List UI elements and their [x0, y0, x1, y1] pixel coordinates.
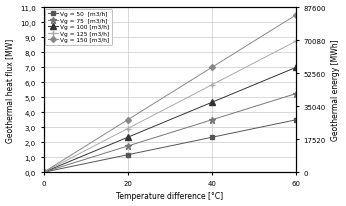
- Line: Vg = 125 [m3/h]: Vg = 125 [m3/h]: [40, 39, 299, 176]
- Y-axis label: Geothermal energy [MWh]: Geothermal energy [MWh]: [331, 40, 340, 141]
- Vg = 125 [m3/h]: [294, 41, 298, 43]
- Line: Vg = 75  [m3/h]: Vg = 75 [m3/h]: [40, 91, 299, 176]
- X-axis label: Temperature difference [°C]: Temperature difference [°C]: [116, 192, 223, 200]
- Vg = 100 [m3/h]: [126, 136, 130, 139]
- Legend: Vg = 50  [m3/h], Vg = 75  [m3/h], Vg = 100 [m3/h], Vg = 125 [m3/h], Vg = 150 [m3: Vg = 50 [m3/h], Vg = 75 [m3/h], Vg = 100…: [45, 10, 112, 46]
- Vg = 75  [m3/h]: [294, 93, 298, 95]
- Vg = 150 [m3/h]: [294, 15, 298, 17]
- Line: Vg = 50  [m3/h]: Vg = 50 [m3/h]: [42, 118, 298, 174]
- Vg = 100 [m3/h]: [210, 102, 214, 104]
- Vg = 50  [m3/h]: [294, 119, 298, 122]
- Vg = 75  [m3/h]: [42, 171, 46, 174]
- Vg = 150 [m3/h]: [126, 119, 130, 122]
- Vg = 75  [m3/h]: [126, 145, 130, 147]
- Vg = 50  [m3/h]: [210, 136, 214, 139]
- Y-axis label: Geothermal heat flux [MW]: Geothermal heat flux [MW]: [6, 38, 15, 142]
- Vg = 100 [m3/h]: [42, 171, 46, 174]
- Vg = 100 [m3/h]: [294, 67, 298, 69]
- Line: Vg = 100 [m3/h]: Vg = 100 [m3/h]: [41, 65, 299, 175]
- Vg = 150 [m3/h]: [210, 67, 214, 69]
- Vg = 50  [m3/h]: [42, 171, 46, 174]
- Vg = 50  [m3/h]: [126, 154, 130, 156]
- Vg = 75  [m3/h]: [210, 119, 214, 122]
- Vg = 125 [m3/h]: [210, 84, 214, 87]
- Vg = 150 [m3/h]: [42, 171, 46, 174]
- Vg = 125 [m3/h]: [126, 128, 130, 130]
- Vg = 125 [m3/h]: [42, 171, 46, 174]
- Line: Vg = 150 [m3/h]: Vg = 150 [m3/h]: [42, 14, 298, 174]
